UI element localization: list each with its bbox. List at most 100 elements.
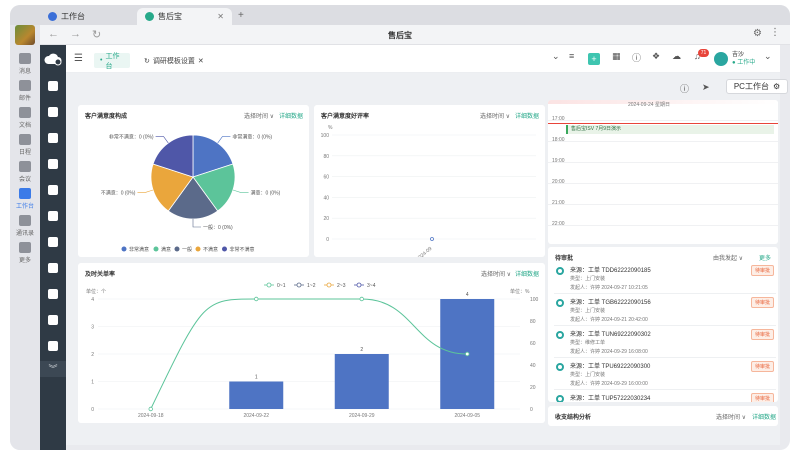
sidebar-item-inbox[interactable]: [48, 107, 58, 117]
workorder-icon: [556, 331, 564, 339]
sidebar-item-box[interactable]: [48, 185, 58, 195]
legend-marker: [326, 282, 332, 288]
bell-icon[interactable]: ♫: [694, 51, 701, 61]
user-avatar[interactable]: [714, 52, 728, 66]
sidebar-item-shield[interactable]: [48, 315, 58, 325]
dock-item-contacts[interactable]: 通讯录: [10, 215, 40, 237]
y-left-tick-label: 2: [91, 352, 94, 358]
chevron-down-icon[interactable]: ⌄: [764, 51, 772, 61]
close-icon[interactable]: ✕: [217, 12, 224, 21]
schedule-hour-row: [548, 141, 778, 142]
menu-toggle-icon[interactable]: ☰: [74, 53, 83, 64]
sidebar-item-home[interactable]: [48, 81, 58, 91]
sidebar-item-file[interactable]: [48, 263, 58, 273]
card-title: 客户满意度好评率: [321, 114, 370, 120]
cloud-icon[interactable]: ☁: [672, 51, 681, 61]
sidebar-item-settings[interactable]: [48, 341, 58, 351]
schedule-card: 2024-09-24 星期日 17:00 18:00 19:00 20:00 21:00…: [548, 100, 778, 244]
schedule-event[interactable]: 售后宝ISV 7月9日演示: [566, 125, 774, 134]
detail-link[interactable]: 详细数据: [752, 415, 777, 421]
help-icon[interactable]: ⓘ: [632, 53, 642, 63]
workorder-icon: [556, 363, 564, 371]
fire-icon[interactable]: ❖: [652, 51, 661, 61]
more-icon[interactable]: ⋮: [770, 27, 780, 38]
time-select[interactable]: 选择时间 ∨: [480, 114, 511, 120]
pie-leader-line: [232, 189, 249, 193]
info-icon[interactable]: ⓘ: [680, 84, 690, 94]
user-name: 吉沙: [732, 52, 745, 58]
tab-workbench[interactable]: • 工作台: [94, 53, 130, 70]
time-select[interactable]: 选择时间 ∨: [481, 272, 512, 278]
legend-marker: [266, 282, 272, 288]
back-button[interactable]: ←: [48, 28, 59, 40]
bar-value-label: 4: [466, 292, 469, 298]
legend-swatch: [195, 246, 201, 252]
todo-item[interactable]: 来源：工单 TUN69222090302 类型：维修工单 发起人：许婷 2024-0…: [554, 328, 776, 358]
dock-item-mail[interactable]: 邮件: [10, 80, 40, 102]
dock-item-meeting[interactable]: 会议: [10, 161, 40, 183]
todo-item[interactable]: 来源：工单 TGB62222090156 类型：上门安装 发起人：许婷 2024-0…: [554, 296, 776, 326]
sidebar-item-list[interactable]: [48, 289, 58, 299]
pc-workbench-button[interactable]: PC工作台 ⚙: [726, 79, 788, 94]
y-right-tick-label: 80: [530, 319, 536, 325]
forward-button[interactable]: →: [70, 28, 81, 40]
gear-icon: ⚙: [772, 82, 781, 91]
user-info[interactable]: 吉沙 ● 工作中: [732, 51, 755, 67]
time-select[interactable]: 选择时间 ∨: [244, 114, 275, 120]
filter-select[interactable]: 由我发起 ∨: [713, 256, 744, 262]
tab-survey-template[interactable]: ↻ 调研模板设置 ✕: [138, 53, 216, 68]
current-time-indicator: [548, 123, 778, 124]
browser-tab-shouhoubao[interactable]: 售后宝 ✕: [137, 8, 232, 25]
dock-item-more[interactable]: 更多: [10, 242, 40, 264]
close-icon[interactable]: ✕: [197, 57, 204, 65]
todo-item[interactable]: 来源：工单 TPU69222090300 类型：上门安装 发起人：许婷 2024-0…: [554, 360, 776, 390]
detail-link[interactable]: 详细数据: [515, 114, 540, 120]
detail-link[interactable]: 详细数据: [515, 272, 540, 278]
satisfaction-card: 客户满意度构成 选择时间 ∨ 详细数据 非常满意：0 (0%) 满意：0 (0%)…: [78, 105, 309, 257]
dock-item-label: 日程: [18, 150, 31, 156]
time-select[interactable]: 选择时间 ∨: [716, 415, 747, 421]
chat-icon: [19, 53, 31, 64]
sidebar-item-store[interactable]: [48, 237, 58, 247]
pie-chart: 非常满意：0 (0%) 满意：0 (0%) 一般：0 (0%) 不满意：0 (0%) 非…: [101, 134, 281, 253]
chevron-down-icon[interactable]: ︾: [40, 361, 66, 377]
avatar[interactable]: [15, 25, 35, 45]
legend-label: 非常不满意: [230, 246, 255, 253]
dock-item-workbench[interactable]: 工作台: [10, 188, 40, 210]
y-tick-label: 40: [323, 195, 329, 201]
todo-source: 来源：工单 TUN69222090302: [570, 332, 651, 338]
pc-workbench-label: PC工作台: [733, 82, 769, 91]
more-link[interactable]: 更多: [759, 256, 772, 262]
todo-meta: 发起人：许婷 2024-09-29 16:08:00: [570, 349, 648, 355]
rate-point: [465, 351, 470, 357]
sidebar-item-house[interactable]: [48, 133, 58, 143]
send-icon[interactable]: ➤: [702, 82, 710, 92]
todo-item[interactable]: 来源：工单 TDD62222090185 类型：上门安装 发起人：许婷 2024-0…: [554, 264, 776, 294]
dock-item-messages[interactable]: 消息: [10, 53, 40, 75]
sidebar-item-calendar[interactable]: [48, 211, 58, 221]
dock-item-label: 会议: [18, 177, 31, 183]
browser-toolbar: ← → ↻ 售后宝 ⚙ ⋮: [10, 25, 790, 45]
legend-label: 满意: [161, 246, 171, 253]
list-icon[interactable]: ≡: [569, 51, 575, 61]
legend-label: 0~1: [277, 283, 286, 289]
new-tab-button[interactable]: +: [238, 10, 244, 21]
dock-item-docs[interactable]: 文档: [10, 107, 40, 129]
card-title: 客户满意度构成: [85, 114, 128, 120]
browser-tab-workbench[interactable]: 工作台: [40, 8, 135, 25]
gear-icon[interactable]: ⚙: [753, 28, 762, 39]
detail-link[interactable]: 详细数据: [279, 114, 304, 120]
todo-meta: 发起人：许婷 2024-09-21 20:42:00: [570, 317, 648, 323]
bar-value-label: 1: [255, 375, 258, 381]
todo-item[interactable]: 来源：工单 TUP57222030234 待审批: [554, 392, 776, 402]
reload-button[interactable]: ↻: [92, 29, 102, 41]
chevron-down-icon[interactable]: ⌄: [552, 51, 560, 61]
pie-leader-line: [137, 189, 154, 193]
y-right-tick-label: 60: [530, 341, 536, 347]
add-button[interactable]: +: [588, 53, 600, 65]
status-badge: 待审批: [750, 361, 774, 372]
table-icon[interactable]: ▦: [612, 51, 621, 61]
sidebar-item-document[interactable]: [48, 159, 58, 169]
browser-tab-label: 工作台: [61, 12, 85, 21]
dock-item-calendar[interactable]: 日程: [10, 134, 40, 156]
